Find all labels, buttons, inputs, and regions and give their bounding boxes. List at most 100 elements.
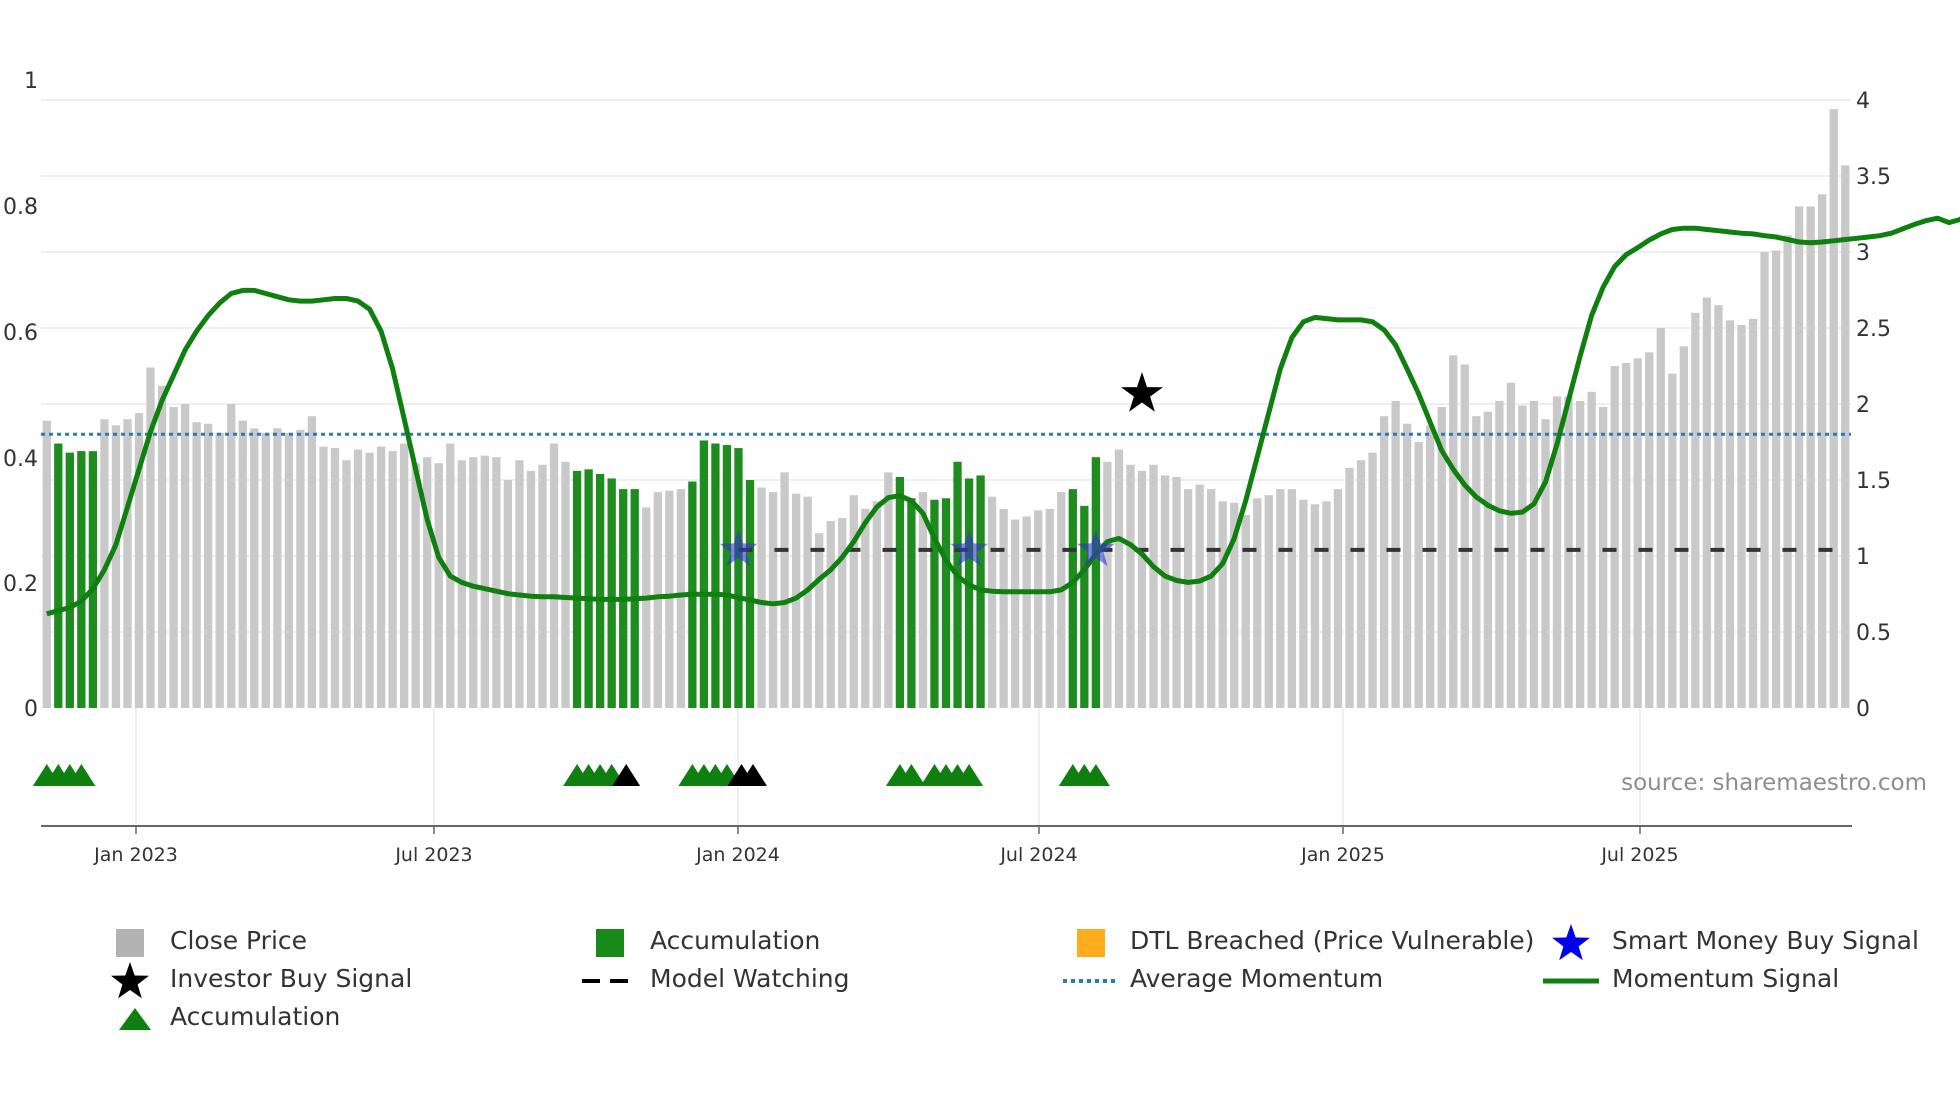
close-price-bar — [423, 457, 432, 708]
accumulation-bar — [1068, 489, 1077, 708]
close-price-bar — [1794, 206, 1804, 708]
accumulation-bar — [572, 470, 582, 708]
smart-money-star — [950, 529, 989, 567]
close-price-bar — [1310, 504, 1320, 708]
close-price-bar — [1057, 492, 1066, 708]
close-price-bar — [1633, 358, 1642, 708]
accumulation-bar — [65, 452, 74, 708]
close-price-bar — [1322, 501, 1331, 708]
close-price-bar — [1391, 400, 1400, 708]
x-tick-label: Jul 2024 — [999, 844, 1077, 866]
close-price-bar — [192, 422, 201, 708]
signal-stars — [719, 372, 1163, 567]
close-price-bar — [342, 460, 351, 708]
close-price-bar — [227, 404, 236, 708]
legend-symbol-square — [595, 928, 625, 962]
close-price-bar — [169, 407, 178, 708]
legend-symbol-star — [1551, 923, 1591, 967]
legend-symbol-square — [115, 928, 145, 962]
close-price-bar — [1691, 312, 1700, 708]
close-price-bar — [999, 508, 1008, 708]
y-left-tick: 0.4 — [3, 447, 38, 472]
accumulation-marker — [955, 764, 984, 786]
legend-label: Accumulation — [170, 1002, 341, 1031]
close-price-bar — [1818, 194, 1827, 709]
close-price-bar — [1748, 318, 1758, 708]
legend-symbol-star — [110, 961, 150, 1005]
close-price-bar — [1333, 489, 1343, 708]
close-price-bar — [123, 419, 132, 708]
close-price-bar — [1725, 320, 1735, 708]
close-price-bar — [838, 518, 847, 708]
close-price-bar — [1841, 165, 1850, 709]
close-price-bar — [1114, 449, 1124, 708]
accumulation-marker — [897, 764, 926, 786]
legend-label: DTL Breached (Price Vulnerable) — [1130, 926, 1535, 955]
close-price-bar — [1011, 519, 1020, 708]
close-price-bar — [849, 495, 858, 708]
close-price-bar — [1587, 391, 1596, 708]
y-left-tick: 0 — [24, 697, 38, 722]
legend-label: Close Price — [170, 926, 308, 955]
close-price-bar — [273, 428, 282, 708]
close-price-bar — [642, 507, 651, 708]
close-price-bar — [1195, 484, 1204, 708]
accumulation-bar — [607, 478, 616, 708]
y-right-tick: 2.5 — [1856, 317, 1891, 342]
close-price-bar — [1622, 362, 1631, 708]
legend-label: Model Watching — [650, 964, 850, 993]
legend-label: Momentum Signal — [1612, 964, 1840, 993]
close-price-bar — [1668, 373, 1677, 708]
accumulation-bar — [722, 445, 732, 708]
legend-label: Average Momentum — [1130, 964, 1384, 993]
close-price-bar — [1771, 250, 1781, 709]
close-price-bar — [250, 428, 259, 708]
close-price-bar — [803, 496, 812, 708]
close-price-bar — [757, 487, 766, 708]
close-price-bar — [676, 489, 685, 708]
close-price-bar — [768, 492, 778, 708]
close-price-bar — [1034, 510, 1043, 708]
close-price-bar — [791, 493, 801, 708]
close-price-bar — [872, 501, 881, 708]
close-price-bar — [1149, 464, 1158, 708]
legend-label: Accumulation — [650, 926, 821, 955]
x-tick-label: Jul 2023 — [394, 844, 472, 866]
legend-symbol-dash — [580, 966, 640, 1000]
y-right-tick: 3.5 — [1856, 165, 1891, 190]
close-price-bar — [526, 470, 536, 708]
smart-money-star — [719, 529, 758, 567]
close-price-bar — [365, 452, 374, 708]
y-left-tick: 0.2 — [3, 572, 38, 597]
close-price-bar — [1022, 516, 1031, 708]
close-price-bar — [1483, 411, 1492, 708]
y-right-tick: 4 — [1856, 89, 1870, 114]
close-price-bar — [1552, 396, 1562, 708]
close-price-bar — [1403, 423, 1412, 708]
close-price-bar — [1160, 475, 1170, 708]
close-price-bar — [319, 446, 328, 708]
y-right-tick: 3 — [1856, 241, 1870, 266]
close-price-bar — [1518, 405, 1527, 708]
close-price-bar — [1172, 476, 1181, 708]
x-tick-label: Jan 2024 — [695, 844, 780, 866]
close-price-bar — [1230, 502, 1239, 708]
accumulation-bar — [595, 473, 605, 708]
close-price-bar — [1564, 396, 1573, 708]
close-price-bar — [1437, 407, 1446, 708]
y-right-tick: 0 — [1856, 697, 1870, 722]
close-price-bar — [1356, 460, 1366, 708]
close-price-bar — [1702, 297, 1712, 708]
close-price-bar — [1506, 382, 1516, 708]
close-price-bar — [1783, 235, 1792, 708]
close-price-bar — [1760, 252, 1769, 708]
close-price-bar — [100, 419, 109, 708]
close-price-bar — [1379, 416, 1389, 708]
close-price-bar — [376, 446, 386, 708]
close-price-bar — [1460, 364, 1469, 708]
close-price-bar — [1541, 419, 1550, 708]
accumulation-bar — [711, 443, 720, 708]
investor-star — [1121, 372, 1163, 412]
close-price-bar — [469, 457, 478, 708]
